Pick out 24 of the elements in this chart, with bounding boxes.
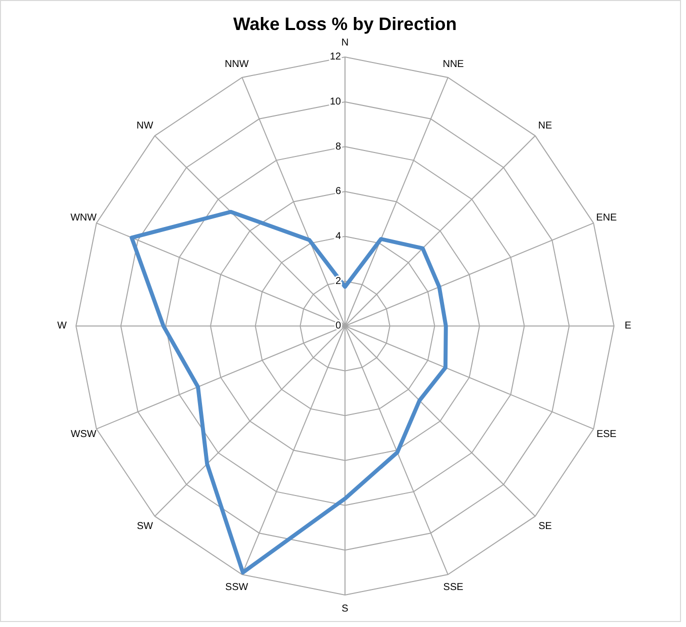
y-tick-label: 8 [335,141,342,152]
spoke-label: S [342,604,349,615]
spoke-label: SSW [225,582,249,594]
y-tick-label: 10 [330,96,342,108]
y-tick-label: 2 [335,276,342,287]
spoke-label: ENE [596,212,618,224]
chart-title: Wake Loss % by Direction [233,14,457,34]
y-tick-label: 4 [335,230,342,242]
y-tick-label: 12 [330,52,342,63]
spoke-label: NW [136,120,154,132]
y-tick-label: 6 [335,186,342,198]
spoke-label: WSW [70,428,97,440]
spoke-label: NNE [442,59,464,70]
spoke-label: NE [538,120,552,132]
spoke-label: WNW [70,212,98,224]
spoke-label: SE [538,520,552,532]
y-tick-label: 0 [335,320,342,332]
spoke-label: NNW [224,59,250,70]
spoke-label: N [341,38,349,49]
spoke-label: ESE [596,428,617,440]
spoke-label: SW [136,520,154,532]
spoke-label: W [57,320,68,332]
spoke-label: SSE [443,582,464,594]
spoke-label: E [624,320,632,332]
